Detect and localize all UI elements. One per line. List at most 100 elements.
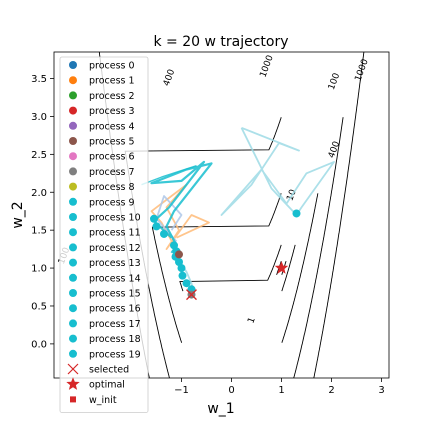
legend-label: process 12 (89, 243, 141, 254)
legend-marker (69, 152, 77, 161)
x-tick-label: 2 (328, 385, 334, 396)
legend-entry: process 12 (69, 243, 141, 254)
legend-marker (69, 61, 77, 69)
legend-marker (69, 76, 77, 85)
legend-label: process 7 (89, 167, 135, 178)
contour-line-1000-r (313, 52, 365, 378)
legend-label: process 10 (89, 213, 141, 224)
legend-label: process 15 (89, 289, 141, 300)
x-tick-label: 3 (378, 385, 384, 396)
legend-marker (69, 182, 77, 191)
y-tick-label: 0.0 (31, 339, 47, 350)
legend-entry: process 16 (69, 304, 141, 315)
legend-label: process 13 (89, 258, 141, 269)
legend-entry: process 13 (69, 258, 141, 269)
legend-entry: process 3 (69, 106, 135, 117)
legend-entry: optimal (66, 377, 125, 391)
y-tick-label: 0.5 (31, 301, 47, 312)
process-point (292, 209, 301, 218)
legend-label: process 14 (89, 273, 141, 284)
legend-marker (69, 319, 77, 328)
contour-line-400-r (293, 117, 344, 378)
contour-label: 1 (246, 316, 257, 325)
legend-entry: process 15 (69, 289, 141, 300)
legend-marker (69, 106, 77, 115)
legend-label: process 5 (89, 137, 135, 148)
legend-box (59, 56, 149, 414)
legend-entry: process 0 (69, 61, 135, 72)
legend-label: process 6 (89, 152, 135, 163)
y-tick-label: 3.5 (31, 74, 47, 85)
legend-marker (69, 228, 77, 237)
legend-entry: process 4 (69, 121, 135, 132)
legend-entry: process 8 (69, 182, 135, 193)
legend-entry: process 14 (69, 273, 141, 284)
y-tick-label: 1.5 (31, 226, 47, 237)
legend-entry: process 7 (69, 167, 135, 178)
process-point (170, 241, 178, 250)
trajectory-line (155, 195, 183, 243)
process-point (178, 271, 187, 280)
legend-marker (69, 243, 77, 252)
legend-label: process 16 (89, 304, 141, 315)
process-point (152, 222, 161, 231)
x-axis-ticks: −1 0 1 2 3 (174, 378, 385, 396)
legend-label: process 1 (89, 76, 135, 87)
legend-marker (69, 197, 77, 206)
legend-marker (69, 289, 77, 297)
process-point (150, 214, 158, 223)
legend-entry: w_init (70, 395, 117, 406)
plot-frame (53, 51, 390, 379)
legend-label: w_init (89, 395, 117, 406)
legend-marker (69, 213, 77, 221)
x-tick-label: −1 (174, 385, 189, 396)
x-tick-label: 0 (228, 385, 234, 396)
y-tick-label: 2.0 (31, 188, 47, 199)
legend-label: process 19 (89, 349, 141, 360)
legend-marker (69, 167, 77, 176)
y-tick-label: 3.0 (31, 112, 47, 123)
legend-entry: process 6 (69, 152, 135, 163)
legend-marker (69, 273, 77, 282)
optimal-marker (274, 261, 289, 274)
contour-line-10-l (179, 244, 282, 292)
legend-label: process 0 (89, 61, 135, 72)
legend-label: selected (89, 365, 129, 376)
legend-marker (69, 121, 77, 130)
legend-label: process 3 (89, 106, 135, 117)
legend-entry: process 9 (69, 197, 135, 208)
process-point (177, 264, 186, 273)
y-tick-label: 2.5 (31, 150, 47, 161)
contour-line-10-r (281, 244, 296, 292)
process-point (182, 279, 191, 288)
legend-label: process 11 (89, 228, 141, 239)
legend-marker (67, 363, 79, 375)
legend-marker (69, 137, 77, 145)
legend-entry: process 19 (69, 349, 141, 360)
legend-entry: process 1 (69, 76, 135, 87)
legend: process 0 process 1 process 2 process 3 proc… (59, 56, 149, 414)
contour-line-100-r (281, 193, 319, 343)
legend-marker (69, 304, 77, 313)
trajectory-line (150, 160, 213, 254)
legend-label: process 9 (89, 197, 135, 208)
legend-label: process 4 (89, 121, 135, 132)
y-axis-label: w_2 (10, 201, 26, 228)
x-tick-label: 1 (278, 385, 284, 396)
chart-title: k = 20 w trajectory (153, 34, 288, 50)
legend-entry: process 18 (69, 334, 141, 345)
legend-label: optimal (89, 380, 125, 391)
legend-marker (69, 349, 77, 358)
legend-marker (66, 377, 80, 390)
legend-label: process 17 (89, 319, 141, 330)
legend-label: process 8 (89, 182, 135, 193)
legend-marker (69, 91, 77, 100)
legend-entry: process 10 (69, 213, 141, 224)
legend-entry: process 17 (69, 319, 141, 330)
process-point (160, 229, 168, 238)
legend-marker (69, 258, 77, 267)
process-markers (150, 209, 301, 301)
y-tick-label: 1.0 (31, 264, 47, 275)
y-axis-ticks: 0.0 0.5 1.0 1.5 2.0 2.5 3.0 3.5 (31, 74, 54, 350)
